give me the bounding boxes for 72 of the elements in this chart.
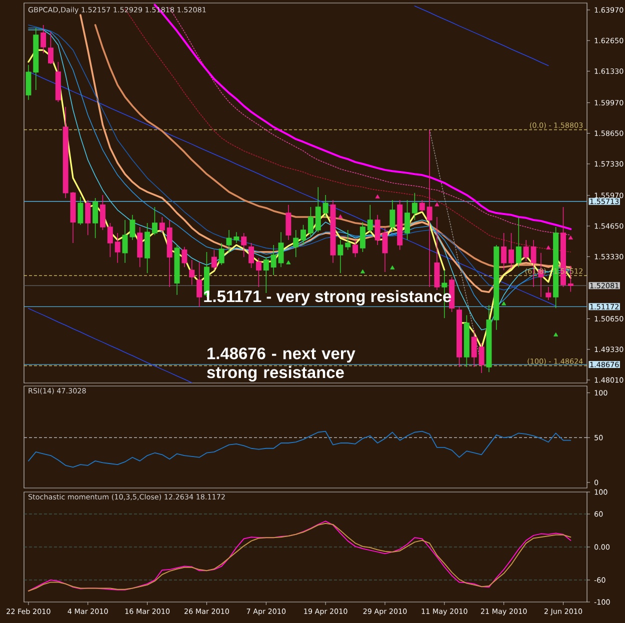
candlestick	[40, 24, 46, 54]
candlestick	[330, 200, 336, 264]
point	[360, 269, 365, 274]
candlestick	[211, 250, 217, 270]
point	[338, 214, 343, 218]
candlestick	[508, 232, 514, 268]
candlestick	[315, 186, 321, 232]
candlestick	[426, 129, 432, 288]
candlestick	[78, 196, 84, 226]
candlestick	[55, 62, 61, 102]
candlestick	[166, 220, 172, 288]
candlestick	[286, 204, 292, 240]
candlestick	[114, 232, 120, 264]
point	[375, 194, 380, 198]
candlestick	[322, 194, 328, 218]
point	[502, 301, 506, 306]
candlestick	[419, 200, 425, 212]
candlestick	[397, 200, 403, 250]
candlestick	[338, 240, 344, 274]
point	[286, 260, 291, 264]
candlestick	[62, 106, 68, 198]
point	[554, 332, 558, 336]
candlestick	[390, 200, 396, 232]
candlestick	[256, 258, 262, 288]
point	[434, 202, 440, 206]
candlestick	[478, 342, 484, 374]
point	[546, 245, 551, 250]
candlestick	[308, 206, 314, 238]
candlestick	[218, 242, 224, 266]
candlestick	[137, 226, 143, 268]
candlestick	[501, 232, 507, 270]
point	[390, 265, 395, 270]
candlestick	[196, 262, 202, 308]
candlestick	[92, 198, 98, 238]
candlestick	[300, 224, 306, 246]
candlestick	[412, 192, 418, 220]
candlestick	[241, 232, 247, 258]
candlestick	[464, 314, 470, 368]
candlestick	[152, 206, 158, 236]
line-series	[28, 430, 572, 468]
line-series	[28, 308, 192, 383]
candlestick	[100, 194, 106, 230]
candlestick	[33, 28, 39, 90]
candlestick	[293, 230, 299, 258]
candlestick	[85, 200, 91, 236]
candlestick	[189, 260, 195, 286]
candlestick	[159, 216, 165, 234]
point	[568, 235, 573, 240]
candlestick	[352, 240, 358, 258]
candlestick	[516, 216, 522, 268]
candlestick	[367, 204, 373, 234]
candlestick	[546, 286, 552, 300]
candlestick	[486, 304, 492, 372]
candlestick	[248, 242, 254, 268]
candlestick	[494, 244, 500, 330]
candlestick	[345, 230, 351, 250]
candlestick	[70, 192, 76, 244]
annotation: 1.48676 - next very strong resistance	[207, 348, 356, 382]
candlestick	[404, 200, 410, 240]
candlestick	[26, 64, 32, 100]
candlestick	[263, 256, 269, 294]
candlestick	[48, 32, 54, 64]
candlestick	[523, 240, 529, 262]
candlestick	[434, 216, 440, 290]
candlestick	[456, 306, 462, 368]
candlestick	[144, 222, 150, 274]
candlestick	[174, 244, 180, 296]
candlestick	[182, 246, 188, 268]
candlestick	[360, 222, 366, 252]
candlestick	[471, 330, 477, 368]
candlestick	[107, 222, 113, 258]
candlestick	[449, 276, 455, 312]
